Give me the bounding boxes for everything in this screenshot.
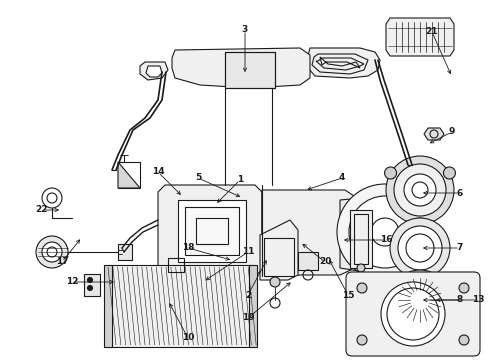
Bar	[349, 210, 371, 268]
Circle shape	[380, 282, 444, 346]
Text: 19: 19	[241, 314, 254, 323]
Circle shape	[384, 167, 396, 179]
Circle shape	[458, 335, 468, 345]
Text: 13: 13	[471, 296, 483, 305]
Polygon shape	[262, 190, 371, 275]
Text: 14: 14	[151, 167, 164, 176]
Circle shape	[87, 285, 92, 291]
Text: 8: 8	[456, 296, 462, 305]
Bar	[108, 265, 252, 347]
Polygon shape	[118, 244, 132, 260]
Polygon shape	[423, 128, 443, 140]
Bar	[353, 214, 367, 264]
Polygon shape	[178, 276, 200, 292]
Circle shape	[356, 335, 366, 345]
Circle shape	[389, 218, 449, 278]
Circle shape	[336, 184, 432, 280]
Text: 18: 18	[182, 243, 194, 252]
Text: 16: 16	[379, 235, 391, 244]
Circle shape	[356, 264, 364, 272]
Polygon shape	[158, 185, 262, 276]
Bar	[264, 238, 293, 276]
Circle shape	[413, 218, 425, 230]
Text: 11: 11	[241, 248, 254, 256]
Polygon shape	[104, 265, 112, 347]
FancyBboxPatch shape	[346, 272, 479, 356]
Text: 22: 22	[36, 206, 48, 215]
Circle shape	[403, 174, 435, 206]
Polygon shape	[260, 220, 297, 280]
Polygon shape	[172, 48, 309, 88]
Circle shape	[389, 270, 449, 330]
Polygon shape	[386, 171, 452, 228]
Text: 21: 21	[425, 27, 437, 36]
Circle shape	[393, 164, 445, 216]
Bar	[84, 274, 100, 296]
Circle shape	[36, 236, 68, 268]
Circle shape	[458, 283, 468, 293]
Circle shape	[409, 290, 429, 310]
Text: 6: 6	[456, 189, 462, 198]
Text: 15: 15	[341, 291, 353, 300]
Bar	[184, 207, 239, 255]
Polygon shape	[224, 52, 274, 88]
Text: 3: 3	[242, 26, 247, 35]
Circle shape	[356, 283, 366, 293]
Text: 12: 12	[65, 278, 78, 287]
Polygon shape	[118, 162, 140, 188]
Text: 10: 10	[182, 333, 194, 342]
Polygon shape	[307, 48, 379, 78]
Bar	[196, 218, 227, 244]
Text: 2: 2	[244, 291, 251, 300]
Text: 1: 1	[236, 175, 243, 184]
Circle shape	[385, 156, 453, 224]
Circle shape	[397, 226, 441, 270]
Polygon shape	[297, 252, 317, 270]
Polygon shape	[140, 62, 168, 80]
Text: 9: 9	[448, 127, 454, 136]
Text: 7: 7	[456, 243, 462, 252]
Circle shape	[443, 167, 454, 179]
Polygon shape	[248, 265, 257, 347]
Polygon shape	[146, 66, 162, 77]
Polygon shape	[339, 195, 419, 272]
Text: 5: 5	[195, 174, 201, 183]
Text: 17: 17	[56, 257, 68, 266]
Circle shape	[395, 276, 443, 324]
Polygon shape	[385, 18, 453, 56]
Circle shape	[42, 242, 62, 262]
Polygon shape	[215, 276, 237, 295]
Bar	[178, 200, 245, 262]
Circle shape	[269, 277, 280, 287]
Text: 4: 4	[338, 174, 345, 183]
Text: 20: 20	[318, 257, 330, 266]
Circle shape	[87, 278, 92, 283]
Circle shape	[348, 196, 420, 268]
